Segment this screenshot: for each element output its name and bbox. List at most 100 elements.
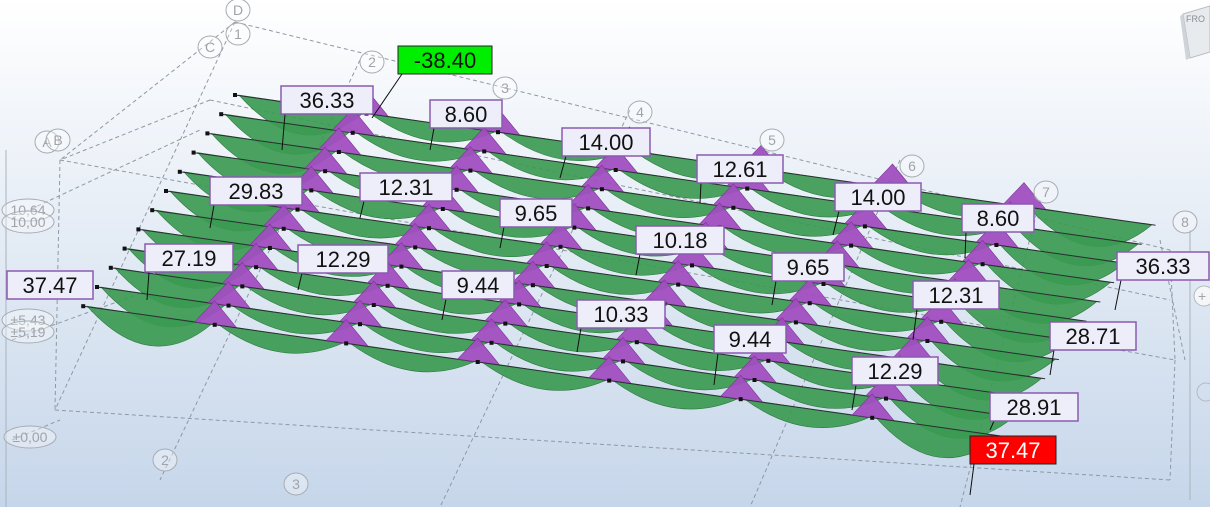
- node-marker: [385, 283, 390, 288]
- node-marker: [793, 320, 798, 325]
- label-box: [429, 99, 503, 129]
- label-box: [696, 154, 784, 184]
- node-marker: [295, 207, 300, 212]
- label-box: [576, 299, 666, 329]
- beam-axis: [864, 225, 997, 246]
- label-box: [441, 270, 515, 300]
- node-marker: [530, 283, 535, 288]
- grid-line: [59, 21, 236, 161]
- beam-axis: [221, 113, 353, 134]
- label-leader-line: [912, 308, 918, 341]
- label-box: [359, 172, 453, 202]
- grid-bubble-text: B: [53, 132, 62, 148]
- moment-label[interactable]: 8.60: [429, 99, 503, 151]
- grid-bubble-text: 3: [501, 80, 509, 96]
- node-marker: [738, 397, 743, 402]
- node-marker: [350, 130, 355, 135]
- label-leader-line: [969, 463, 975, 496]
- grid-bubble-text: ±0,00: [13, 429, 48, 445]
- moment-label[interactable]: 12.31: [912, 280, 1000, 341]
- moment-label[interactable]: 9.44: [441, 270, 515, 321]
- beam-axis: [110, 267, 243, 287]
- beam-axis: [622, 360, 755, 381]
- moment-value: 14.00: [850, 185, 905, 210]
- label-box: [912, 280, 1000, 310]
- beam-axis: [754, 379, 887, 400]
- node-marker: [544, 264, 549, 268]
- node-marker: [690, 263, 694, 268]
- moment-label[interactable]: 14.00: [832, 182, 922, 236]
- grid-axis-8: 8: [1172, 210, 1198, 234]
- label-box: [851, 356, 939, 386]
- max-moment-label[interactable]: 37.47: [969, 435, 1057, 496]
- level-marker: ±0,00: [3, 425, 57, 449]
- grid-bubble: [34, 130, 60, 154]
- grid-axis-a: A: [34, 130, 60, 154]
- moment-label[interactable]: 12.29: [851, 356, 939, 411]
- node-marker: [344, 341, 349, 346]
- beam-axis: [809, 302, 942, 323]
- moment-value: 8.60: [445, 102, 488, 127]
- node-marker: [136, 227, 141, 232]
- grid-line: [54, 21, 236, 411]
- moment-label[interactable]: 9.65: [771, 252, 845, 306]
- moment-label[interactable]: 14.00: [559, 127, 651, 179]
- sagging-moment-lobe: [744, 398, 870, 428]
- moment-value: 9.65: [787, 255, 830, 280]
- moment-label[interactable]: 12.61: [696, 154, 784, 204]
- moment-label[interactable]: 29.83: [209, 176, 303, 229]
- beam-axis: [560, 246, 693, 266]
- moment-label[interactable]: 9.44: [713, 324, 787, 386]
- grid-axis-6: 6: [899, 154, 925, 178]
- moment-label[interactable]: 27.19: [144, 243, 234, 301]
- moment-label[interactable]: 9.65: [499, 198, 573, 249]
- navigation-handle[interactable]: +: [1193, 285, 1210, 402]
- grid-line: [1169, 249, 1176, 361]
- node-marker: [468, 168, 473, 173]
- beam-axis: [152, 209, 284, 230]
- label-leader-line: [146, 271, 150, 301]
- moment-label[interactable]: 36.33: [1114, 251, 1210, 311]
- moment-value: 36.33: [299, 88, 354, 113]
- grid-bubble-text: 5: [768, 132, 776, 148]
- moment-label[interactable]: 12.31: [359, 172, 453, 219]
- moment-label[interactable]: 37.47: [6, 270, 94, 300]
- moment-value: 12.61: [712, 157, 767, 182]
- node-marker: [309, 188, 314, 193]
- moment-label[interactable]: 12.29: [297, 244, 389, 291]
- node-marker: [870, 415, 875, 420]
- beam-axis: [678, 284, 810, 304]
- grid-axis-5: 5: [759, 128, 785, 152]
- grid-bubble-text: 8: [1181, 214, 1189, 230]
- moment-value: 27.19: [161, 246, 216, 271]
- node-marker: [108, 265, 113, 270]
- grid-bubble-text: 3: [292, 476, 300, 492]
- nav-circle[interactable]: [1193, 285, 1210, 307]
- label-leader-line: [832, 210, 840, 236]
- node-marker: [489, 340, 494, 345]
- label-leader-line: [964, 231, 967, 259]
- moment-label[interactable]: 28.91: [989, 392, 1079, 431]
- node-marker: [191, 150, 196, 155]
- label-leader-line: [559, 155, 567, 179]
- sagging-moment-lobe: [218, 324, 344, 354]
- moment-value: 28.91: [1006, 395, 1061, 420]
- node-marker: [205, 131, 210, 136]
- moment-label[interactable]: 8.60: [961, 203, 1035, 259]
- node-marker: [884, 396, 888, 401]
- moment-label[interactable]: 10.18: [635, 225, 725, 276]
- moment-label[interactable]: 36.33: [280, 85, 374, 151]
- node-marker: [399, 264, 404, 269]
- moment-label[interactable]: 10.33: [576, 299, 666, 353]
- node-marker: [371, 303, 376, 307]
- beam-axis: [283, 228, 416, 248]
- min-moment-label[interactable]: -38.40: [371, 45, 493, 119]
- label-box: [969, 435, 1057, 465]
- level-marker: ±5,43: [1, 308, 55, 332]
- grid-axis-3: 3: [492, 76, 518, 100]
- moment-label[interactable]: 28.71: [1049, 321, 1137, 376]
- viewcube[interactable]: FRO: [1180, 5, 1210, 60]
- node-marker: [81, 304, 86, 309]
